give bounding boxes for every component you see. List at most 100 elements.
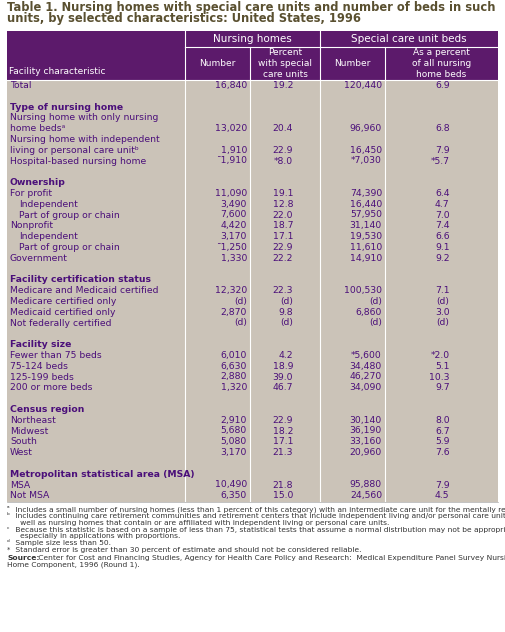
Text: 6.7: 6.7 bbox=[435, 427, 449, 435]
Bar bbox=[7, 80, 498, 502]
Text: 22.0: 22.0 bbox=[273, 210, 293, 219]
Text: 5.9: 5.9 bbox=[435, 437, 449, 446]
Text: Total: Total bbox=[10, 81, 31, 90]
Text: (d): (d) bbox=[437, 319, 449, 327]
Text: 22.9: 22.9 bbox=[273, 416, 293, 425]
Text: Independent: Independent bbox=[19, 232, 78, 241]
Text: (d): (d) bbox=[437, 297, 449, 306]
Text: 21.3: 21.3 bbox=[273, 448, 293, 457]
Text: 6.9: 6.9 bbox=[435, 81, 449, 90]
Text: Home Component, 1996 (Round 1).: Home Component, 1996 (Round 1). bbox=[7, 562, 140, 568]
Text: 2,870: 2,870 bbox=[221, 308, 247, 317]
Text: 11,090: 11,090 bbox=[215, 189, 247, 198]
Bar bbox=[7, 31, 498, 47]
Text: 18.9: 18.9 bbox=[273, 362, 293, 371]
Text: *5.7: *5.7 bbox=[430, 157, 449, 166]
Text: 7.9: 7.9 bbox=[435, 480, 449, 490]
Text: 4.7: 4.7 bbox=[435, 200, 449, 209]
Text: 46,270: 46,270 bbox=[350, 372, 382, 382]
Text: 6.8: 6.8 bbox=[435, 124, 449, 133]
Text: 74,390: 74,390 bbox=[350, 189, 382, 198]
Text: 3,490: 3,490 bbox=[221, 200, 247, 209]
Text: 7.1: 7.1 bbox=[435, 286, 449, 295]
Text: living or personal care unitᵇ: living or personal care unitᵇ bbox=[10, 146, 139, 155]
Text: (d): (d) bbox=[280, 319, 293, 327]
Text: 5,680: 5,680 bbox=[221, 427, 247, 435]
Text: Midwest: Midwest bbox=[10, 427, 48, 435]
Text: Metropolitan statistical area (MSA): Metropolitan statistical area (MSA) bbox=[10, 470, 194, 478]
Text: 18.2: 18.2 bbox=[273, 427, 293, 435]
Text: 100,530: 100,530 bbox=[344, 286, 382, 295]
Text: ᶜ: ᶜ bbox=[7, 526, 10, 533]
Text: 16,450: 16,450 bbox=[350, 146, 382, 155]
Text: Fewer than 75 beds: Fewer than 75 beds bbox=[10, 351, 102, 360]
Text: 2,880: 2,880 bbox=[221, 372, 247, 382]
Text: 17.1: 17.1 bbox=[273, 232, 293, 241]
Text: 75-124 beds: 75-124 beds bbox=[10, 362, 68, 371]
Text: 36,190: 36,190 bbox=[350, 427, 382, 435]
Text: 7.0: 7.0 bbox=[435, 210, 449, 219]
Text: 16,840: 16,840 bbox=[215, 81, 247, 90]
Text: Sample size less than 50.: Sample size less than 50. bbox=[13, 540, 111, 546]
Text: Nursing home with independent: Nursing home with independent bbox=[10, 135, 160, 144]
Text: Facility characteristic: Facility characteristic bbox=[9, 67, 106, 76]
Text: 3,170: 3,170 bbox=[221, 232, 247, 241]
Text: 9.2: 9.2 bbox=[435, 253, 449, 263]
Text: Table 1. Nursing homes with special care units and number of beds in such: Table 1. Nursing homes with special care… bbox=[7, 1, 495, 14]
Text: units, by selected characteristics: United States, 1996: units, by selected characteristics: Unit… bbox=[7, 12, 361, 25]
Text: Special care unit beds: Special care unit beds bbox=[351, 34, 467, 44]
Text: 7.6: 7.6 bbox=[435, 448, 449, 457]
Text: Independent: Independent bbox=[19, 200, 78, 209]
Text: Facility size: Facility size bbox=[10, 340, 71, 349]
Text: 22.3: 22.3 bbox=[273, 286, 293, 295]
Text: *5,600: *5,600 bbox=[351, 351, 382, 360]
Text: *2.0: *2.0 bbox=[430, 351, 449, 360]
Text: 19.1: 19.1 bbox=[273, 189, 293, 198]
Bar bbox=[7, 47, 498, 80]
Text: ˉ1,250: ˉ1,250 bbox=[216, 243, 247, 252]
Text: 7.9: 7.9 bbox=[435, 146, 449, 155]
Text: 13,020: 13,020 bbox=[215, 124, 247, 133]
Text: home bedsᵃ: home bedsᵃ bbox=[10, 124, 65, 133]
Text: 1,320: 1,320 bbox=[221, 383, 247, 392]
Text: Part of group or chain: Part of group or chain bbox=[19, 210, 120, 219]
Text: Because this statistic is based on a sample of less than 75, statistical tests t: Because this statistic is based on a sam… bbox=[13, 526, 505, 533]
Text: Source:: Source: bbox=[7, 555, 39, 561]
Text: 1,910: 1,910 bbox=[221, 146, 247, 155]
Text: 17.1: 17.1 bbox=[273, 437, 293, 446]
Text: 14,910: 14,910 bbox=[350, 253, 382, 263]
Text: 24,560: 24,560 bbox=[350, 491, 382, 501]
Text: (d): (d) bbox=[369, 297, 382, 306]
Text: *8.0: *8.0 bbox=[274, 157, 293, 166]
Text: ˉ1,910: ˉ1,910 bbox=[216, 157, 247, 166]
Text: 12,320: 12,320 bbox=[215, 286, 247, 295]
Text: 96,960: 96,960 bbox=[350, 124, 382, 133]
Text: 9.8: 9.8 bbox=[278, 308, 293, 317]
Text: For profit: For profit bbox=[10, 189, 52, 198]
Text: 20.4: 20.4 bbox=[273, 124, 293, 133]
Text: 125-199 beds: 125-199 beds bbox=[10, 372, 74, 382]
Text: Number: Number bbox=[199, 59, 236, 68]
Text: 33,160: 33,160 bbox=[350, 437, 382, 446]
Text: Northeast: Northeast bbox=[10, 416, 56, 425]
Text: Ownership: Ownership bbox=[10, 178, 66, 187]
Text: 9.1: 9.1 bbox=[435, 243, 449, 252]
Text: Nursing homes: Nursing homes bbox=[213, 34, 292, 44]
Text: 4.2: 4.2 bbox=[278, 351, 293, 360]
Text: 16,440: 16,440 bbox=[350, 200, 382, 209]
Text: Nursing home with only nursing: Nursing home with only nursing bbox=[10, 113, 159, 123]
Text: 6,860: 6,860 bbox=[356, 308, 382, 317]
Text: Number: Number bbox=[334, 59, 371, 68]
Text: 9.7: 9.7 bbox=[435, 383, 449, 392]
Text: 2,910: 2,910 bbox=[221, 416, 247, 425]
Text: (d): (d) bbox=[369, 319, 382, 327]
Text: 3.0: 3.0 bbox=[435, 308, 449, 317]
Text: (d): (d) bbox=[234, 297, 247, 306]
Text: South: South bbox=[10, 437, 37, 446]
Text: 18.7: 18.7 bbox=[273, 221, 293, 230]
Text: 21.8: 21.8 bbox=[273, 480, 293, 490]
Text: 4,420: 4,420 bbox=[221, 221, 247, 230]
Text: 7,600: 7,600 bbox=[221, 210, 247, 219]
Text: 19.2: 19.2 bbox=[273, 81, 293, 90]
Text: 39.0: 39.0 bbox=[273, 372, 293, 382]
